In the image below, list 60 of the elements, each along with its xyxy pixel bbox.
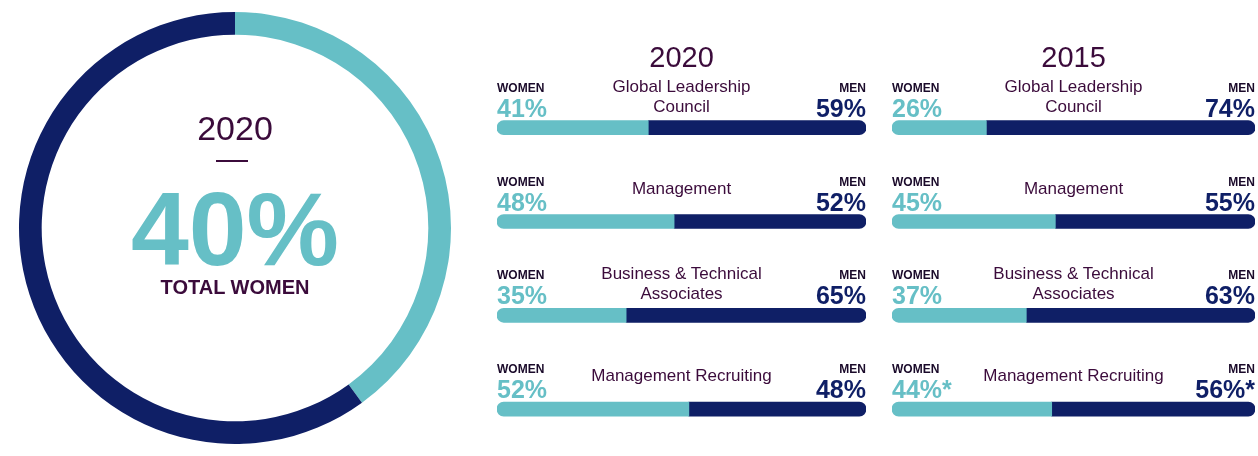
bar [647,120,866,136]
category-label: Business & Technical Associates [993,264,1154,304]
text: MEN [839,174,866,189]
bar [892,307,1027,323]
bar [892,401,1053,417]
bar [497,120,649,136]
bar [497,401,690,417]
bar [673,214,866,229]
data-label: 41% [497,93,548,122]
chart-title: 2020 [649,41,714,74]
data-label: 65% [815,281,866,310]
category-label: Global Leadership Council [612,76,751,116]
text: WOMEN [892,174,940,189]
category-label: Management [631,178,732,198]
bar [892,120,987,136]
data-label: 74% [1204,93,1255,122]
category-label: Global Leadership Council [1004,76,1143,116]
data-label: 48% [815,375,866,404]
bar [497,307,627,323]
data-label: 37% [892,281,943,310]
data-label: 56%* [1195,375,1256,404]
bar [892,214,1056,229]
text: WOMEN [497,174,545,189]
category-label: Business & Technical Associates [601,264,762,304]
data-label: 44%* [892,375,953,404]
bar [1055,214,1255,229]
text: WOMEN [497,80,545,95]
category-label: Management Recruiting [591,366,772,386]
bar [986,120,1255,136]
category-label: Management Recruiting [983,366,1164,386]
text: MEN [1228,80,1255,95]
text: MEN [1228,362,1255,377]
data-label: 59% [815,93,866,122]
bar [497,214,675,229]
data-label: 26% [892,93,943,122]
data-label: 45% [892,187,943,216]
text: WOMEN [497,362,545,377]
data-label: 55% [1204,187,1255,216]
text: MEN [839,362,866,377]
bar [688,401,866,417]
chart-title: 2015 [1041,41,1106,74]
text: MEN [1228,268,1255,283]
data-label: 35% [497,281,548,310]
text: WOMEN [497,268,545,283]
data-label: 52% [815,187,866,216]
bar [1051,401,1255,417]
slice-label: TOTAL WOMEN [160,276,310,298]
text: MEN [839,80,866,95]
text: WOMEN [892,362,940,377]
bar [1025,307,1255,323]
data-label: 63% [1204,281,1255,310]
text: MEN [1228,174,1255,189]
text: WOMEN [892,268,940,283]
text: WOMEN [892,80,940,95]
data-label: 52% [497,375,548,404]
data-label: 48% [497,187,548,216]
text: 2020 [197,109,273,147]
text: MEN [839,268,866,283]
bar [625,307,866,323]
category-label: Management [1023,178,1124,198]
